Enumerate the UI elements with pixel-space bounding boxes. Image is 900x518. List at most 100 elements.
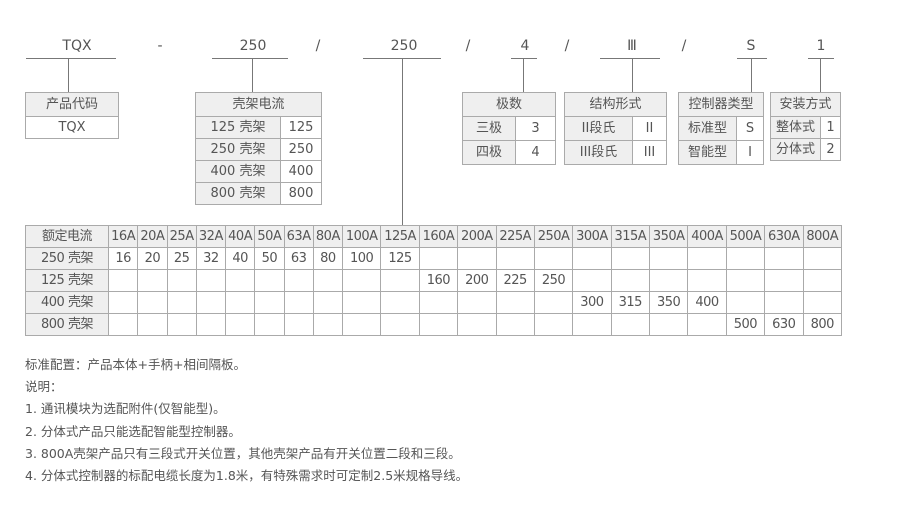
table-cell xyxy=(533,291,574,314)
column-header: 16A xyxy=(107,225,139,248)
table-cell xyxy=(648,269,689,292)
code-separator: / xyxy=(465,38,471,54)
table-cell xyxy=(137,291,168,314)
table-cell: 400 xyxy=(687,291,727,314)
box-title: 产品代码 xyxy=(25,92,119,117)
option-value: II xyxy=(632,116,667,141)
table-cell xyxy=(380,313,420,336)
option-value: 1 xyxy=(820,116,841,139)
table-cell xyxy=(137,313,168,336)
code-rated-current: 250 xyxy=(390,38,418,54)
column-header: 125A xyxy=(380,225,420,248)
table-cell xyxy=(166,291,197,314)
column-header: 225A xyxy=(495,225,535,248)
table-cell xyxy=(312,291,344,314)
table-cell xyxy=(725,291,766,314)
underline xyxy=(511,58,537,59)
option-label: 智能型 xyxy=(678,140,737,165)
column-header: 20A xyxy=(137,225,168,248)
column-header: 160A xyxy=(418,225,459,248)
table-cell xyxy=(572,247,612,270)
table-cell xyxy=(533,313,574,336)
box-title: 结构形式 xyxy=(564,92,667,117)
table-cell xyxy=(224,291,256,314)
table-cell xyxy=(312,313,344,336)
table-cell: 100 xyxy=(341,247,382,270)
code-install: 1 xyxy=(816,38,826,54)
table-cell xyxy=(107,313,139,336)
table-cell xyxy=(341,291,382,314)
column-header: 200A xyxy=(457,225,497,248)
note-item: 1. 通讯模块为选配附件(仅智能型)。 xyxy=(25,401,226,416)
option-value: S xyxy=(736,116,764,141)
row-label: 400 壳架 xyxy=(25,291,109,314)
column-header: 400A xyxy=(687,225,727,248)
box-title: 极数 xyxy=(462,92,556,117)
rated-current-table: 额定电流 16A 20A 25A 32A 40A 50A 63A 80A 100A 125A 160A… xyxy=(25,225,842,336)
code-controller: S xyxy=(746,38,756,54)
code-separator: / xyxy=(564,38,570,54)
table-cell: 80 xyxy=(312,247,344,270)
table-cell xyxy=(610,269,651,292)
option-label: 三极 xyxy=(462,116,516,141)
table-cell xyxy=(137,269,168,292)
note-item: 2. 分体式产品只能选配智能型控制器。 xyxy=(25,424,241,439)
underline xyxy=(26,58,116,59)
table-cell xyxy=(764,247,804,270)
note-item: 3. 800A壳架产品只有三段式开关位置，其他壳架产品有开关位置二段和三段。 xyxy=(25,446,461,461)
table-cell xyxy=(687,247,727,270)
code-poles: 4 xyxy=(520,38,530,54)
poles-box: 极数 三极 3 四极 4 xyxy=(462,92,556,165)
structure-box: 结构形式 II段氏 II III段氏 III xyxy=(564,92,667,165)
column-header: 40A xyxy=(224,225,256,248)
table-cell xyxy=(457,247,497,270)
underline xyxy=(808,58,834,59)
option-value: 250 xyxy=(280,138,322,161)
column-header: 32A xyxy=(195,225,227,248)
option-label: 400 壳架 xyxy=(195,160,281,183)
table-cell xyxy=(495,313,535,336)
column-header: 500A xyxy=(725,225,766,248)
option-label: 分体式 xyxy=(770,138,821,161)
table-cell xyxy=(802,247,842,270)
table-cell: 125 xyxy=(380,247,420,270)
column-header: 315A xyxy=(610,225,651,248)
table-cell xyxy=(687,313,727,336)
table-cell xyxy=(224,269,256,292)
table-cell xyxy=(725,247,766,270)
table-header-row: 额定电流 16A 20A 25A 32A 40A 50A 63A 80A 100A 125A 160A… xyxy=(25,225,842,248)
connector-line xyxy=(523,58,524,92)
option-label: 250 壳架 xyxy=(195,138,281,161)
column-header: 25A xyxy=(166,225,197,248)
column-header: 800A xyxy=(802,225,842,248)
table-cell xyxy=(195,313,227,336)
table-cell xyxy=(495,247,535,270)
connector-line xyxy=(751,58,752,92)
option-label: 标准型 xyxy=(678,116,737,141)
option-label: 四极 xyxy=(462,140,516,165)
code-structure: Ⅲ xyxy=(627,38,637,54)
table-row: 125 壳架 160 200 225 250 xyxy=(25,269,842,292)
table-cell xyxy=(418,247,459,270)
code-frame: 250 xyxy=(239,38,267,54)
connector-line xyxy=(402,58,403,225)
option-value: I xyxy=(736,140,764,165)
table-cell xyxy=(380,291,420,314)
column-header: 50A xyxy=(254,225,285,248)
table-cell: 20 xyxy=(137,247,168,270)
notes-heading: 说明： xyxy=(25,379,63,394)
frame-current-box: 壳架电流 125 壳架 125 250 壳架 250 400 壳架 400 800 壳… xyxy=(195,92,322,205)
option-value: 4 xyxy=(515,140,556,165)
table-cell xyxy=(312,269,344,292)
table-row: 800 壳架 500 630 800 xyxy=(25,313,842,336)
underline xyxy=(600,58,660,59)
table-cell xyxy=(572,313,612,336)
option-value: 2 xyxy=(820,138,841,161)
table-cell: 50 xyxy=(254,247,285,270)
row-label: 800 壳架 xyxy=(25,313,109,336)
table-cell xyxy=(648,313,689,336)
table-row: 250 壳架 16 20 25 32 40 50 63 80 100 125 xyxy=(25,247,842,270)
row-label: 125 壳架 xyxy=(25,269,109,292)
table-cell xyxy=(224,313,256,336)
